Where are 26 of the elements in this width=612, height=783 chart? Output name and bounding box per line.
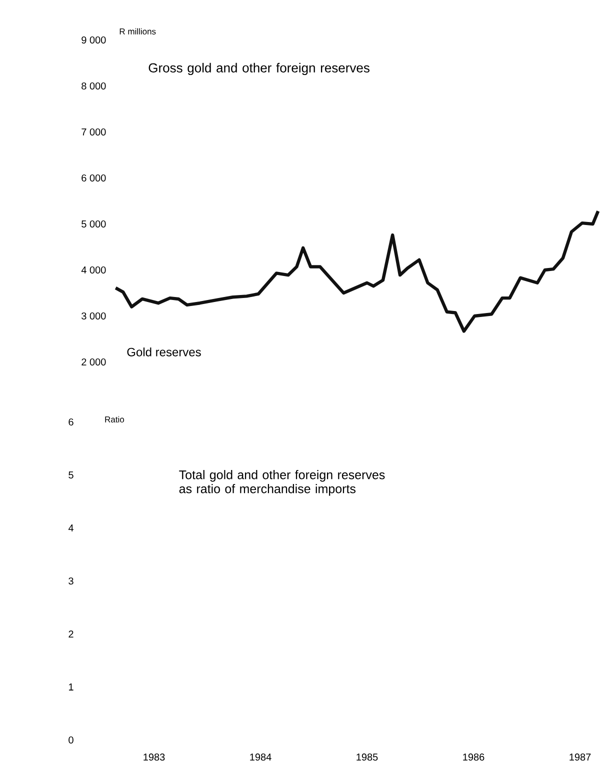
x-tick-label: 1987 [570, 754, 591, 761]
y-tick-label: 6 [68, 418, 74, 426]
y-tick-label: 4 000 [81, 266, 106, 274]
text: Gross gold and other foreign reserves [148, 62, 370, 76]
x-tick-label: 1986 [463, 754, 484, 761]
text: Gold reserves [127, 348, 201, 356]
line-series [114, 210, 600, 333]
y-tick-label: 3 [68, 577, 74, 585]
x-tick-label: 1983 [144, 754, 165, 761]
y-axis-title: Ratio [105, 416, 124, 422]
y-tick-label: 4 [68, 524, 74, 532]
y-tick-label: 1 [68, 684, 74, 690]
y-tick-label: 9 000 [82, 36, 106, 44]
y-tick-label: 8 000 [82, 82, 106, 90]
y-tick-label: 0 [68, 736, 74, 744]
y-tick-label: 5 000 [82, 220, 106, 228]
y-tick-label: 6 000 [82, 174, 106, 182]
x-tick-label: 1985 [356, 754, 378, 761]
y-axis-title: R millions [120, 28, 156, 34]
y-tick-label: 3 000 [82, 312, 106, 320]
y-tick-label: 2 [68, 630, 74, 638]
text: Total gold and other foreign reserves as ratio of merchandise imports [179, 470, 385, 496]
y-tick-label: 2 000 [82, 358, 106, 366]
y-tick-label: 5 [68, 472, 74, 478]
y-tick-label: 7 000 [82, 128, 106, 136]
x-tick-label: 1984 [250, 754, 272, 761]
